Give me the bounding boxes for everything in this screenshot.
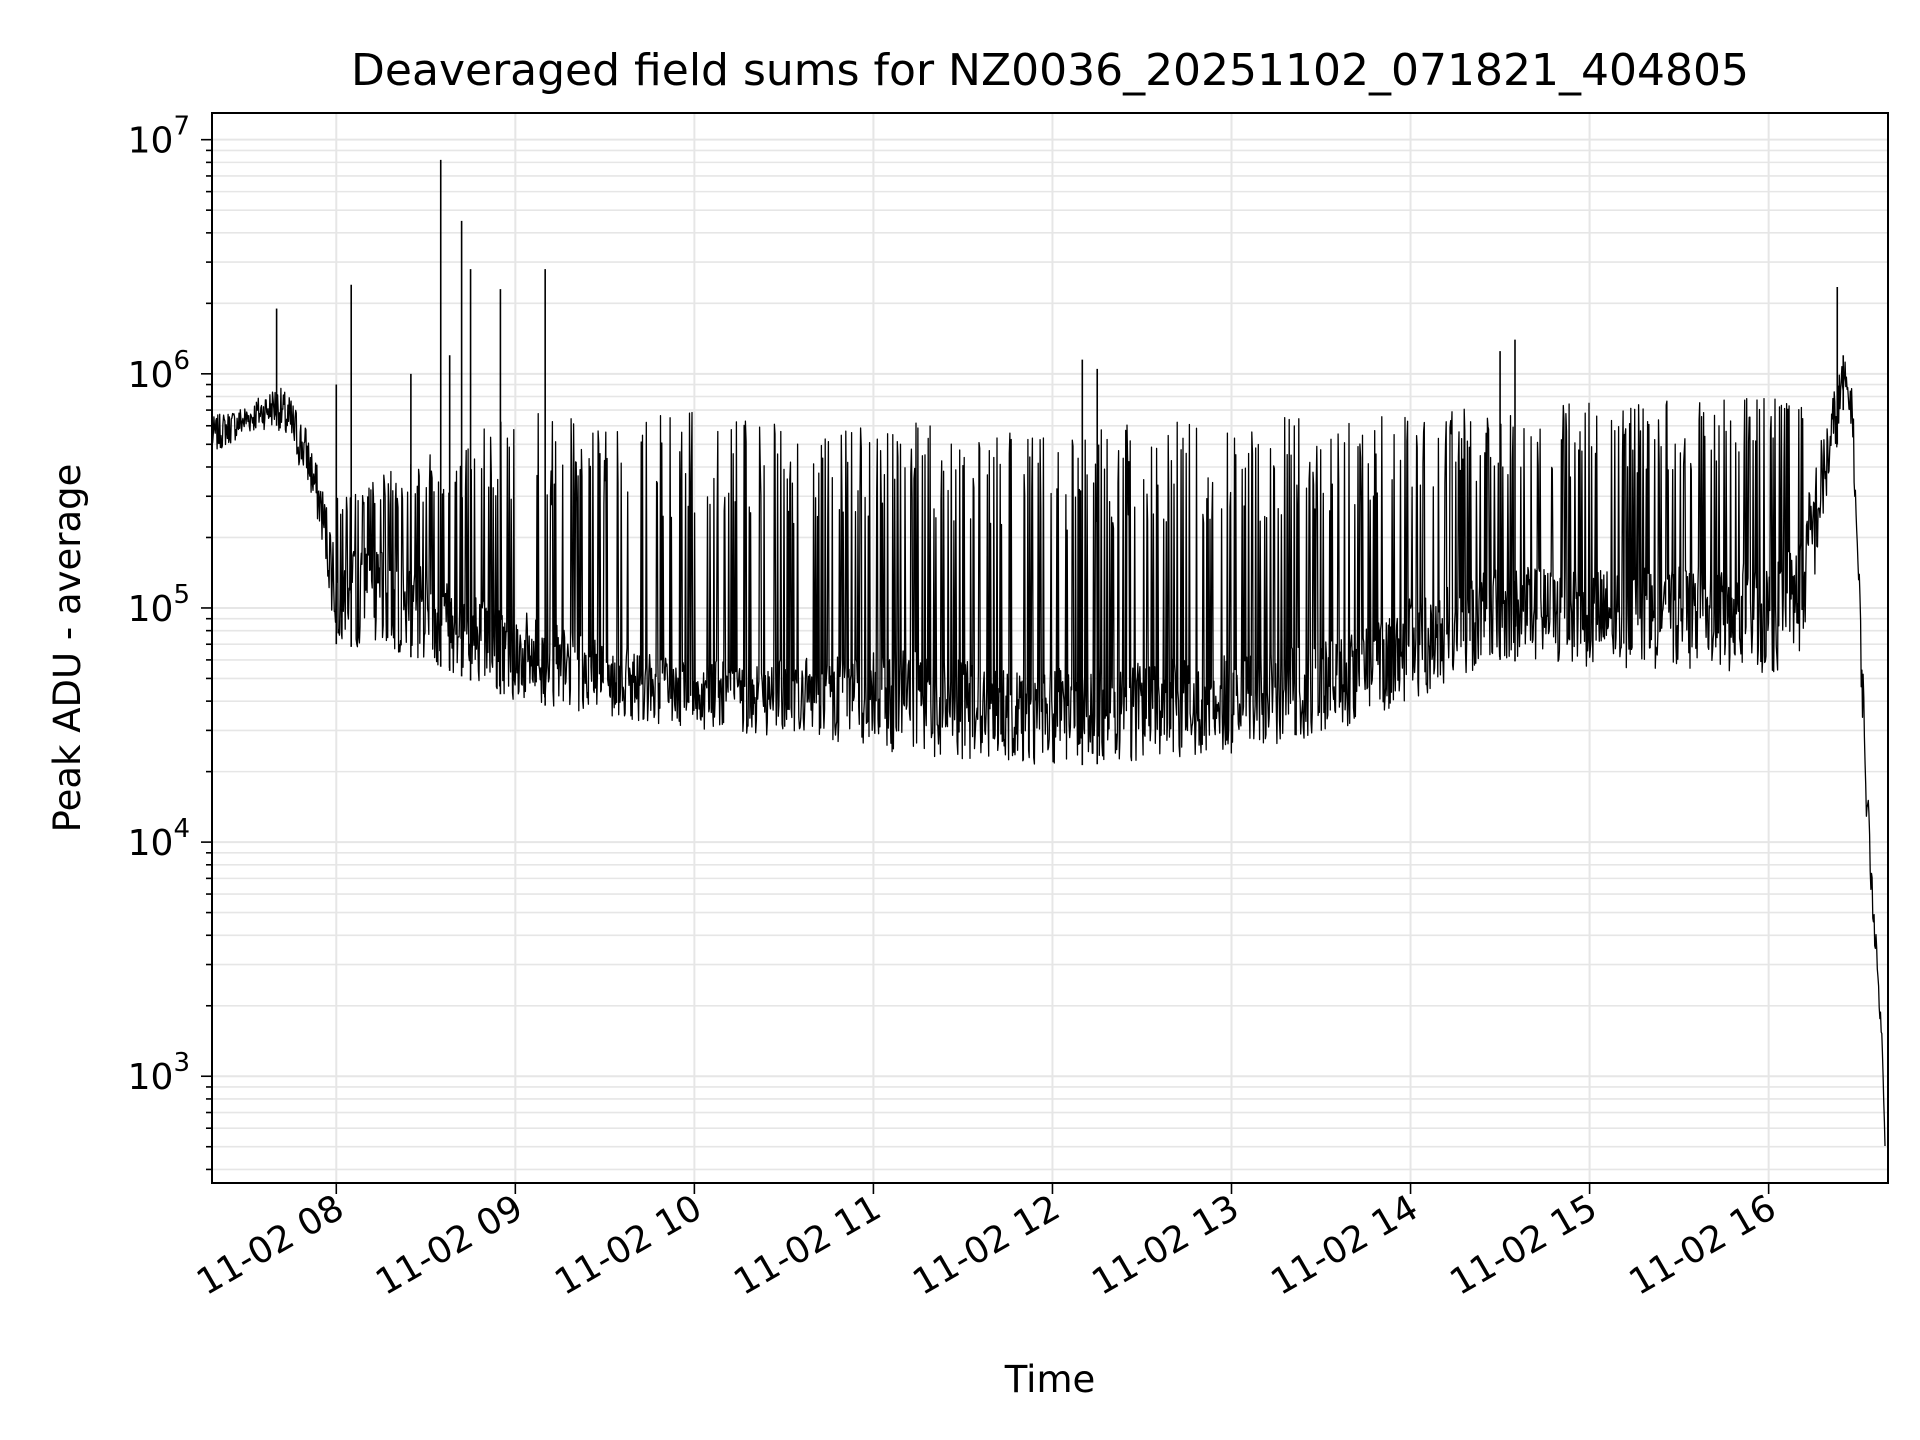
y-tick-exponent: 5 xyxy=(173,580,190,610)
y-tick-label: 106 xyxy=(128,346,190,396)
y-tick-exponent: 4 xyxy=(173,814,190,844)
series-line xyxy=(211,361,1886,1147)
chart-title: Deaveraged field sums for NZ0036_2025110… xyxy=(351,45,1749,96)
data-series xyxy=(211,159,1886,1147)
y-tick-label: 103 xyxy=(128,1048,190,1098)
y-tick-base: 10 xyxy=(128,121,174,162)
plot-frame xyxy=(211,112,1889,1184)
y-tick-exponent: 6 xyxy=(173,346,190,376)
y-tick-label: 104 xyxy=(128,814,190,864)
y-tick-base: 10 xyxy=(128,589,174,630)
y-tick-base: 10 xyxy=(128,355,174,396)
y-tick-label: 105 xyxy=(128,580,190,630)
y-tick-base: 10 xyxy=(128,823,174,864)
y-tick-base: 10 xyxy=(128,1057,174,1098)
y-tick-exponent: 7 xyxy=(173,112,190,142)
y-axis-label: Peak ADU - average xyxy=(46,464,89,833)
x-axis-label: Time xyxy=(1004,1358,1096,1401)
y-tick-label: 107 xyxy=(128,112,190,162)
y-tick-exponent: 3 xyxy=(173,1048,190,1078)
